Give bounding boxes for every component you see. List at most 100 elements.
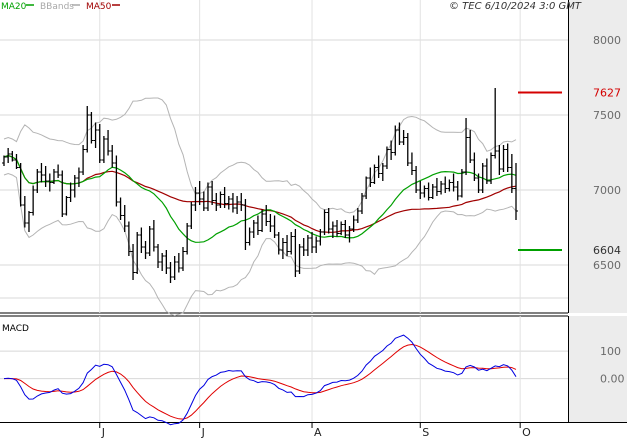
ohlc-bar [72,175,77,198]
ohlc-bar [131,244,136,280]
ohlc-bar [251,220,256,238]
ohlc-bar [214,193,219,211]
ohlc-bar [135,232,140,274]
ohlc-bar [368,167,373,187]
ohlc-bar [230,193,235,213]
ohlc-bar [393,125,398,156]
ohlc-bar [268,214,273,232]
ohlc-bar [43,166,48,187]
ohlc-bar [430,184,435,199]
ohlc-bar [151,220,156,252]
ma50-line [3,154,517,233]
ohlc-bar [355,208,360,223]
ohlc-bar [439,181,444,195]
ohlc-bar [156,244,161,268]
ohlc-bar [93,122,98,148]
ohlc-bar [472,152,477,181]
chart-timestamp: © TEC 6/10/2024 3:0 GMT [449,1,582,12]
ohlc-bar [85,106,90,153]
ohlc-bar [285,235,290,256]
ohlc-bar [89,112,94,144]
ohlc-bar [76,167,81,187]
ohlc-bar [380,163,385,181]
price-level-label: 6604 [593,244,621,257]
ohlc-bar [335,220,340,237]
legend-ma20-label: MA20 [1,2,27,12]
ohlc-bar [56,164,61,178]
ohlc-bar [139,227,144,253]
ohlc-bar [359,193,364,214]
ohlc-bar [289,232,294,255]
macd-line [3,334,517,426]
ohlc-bar [497,145,502,175]
price-tick-label: 6500 [593,259,621,272]
ohlc-bar [310,232,315,253]
legend: MA20 BBands MA50 [1,2,120,12]
bollinger-bands [3,97,517,317]
ohlc-bar [293,229,298,277]
ohlc-bar [10,151,15,162]
price-axis-band [568,0,627,313]
ohlc-bar [260,209,265,232]
ohlc-bar [31,185,36,216]
macd-tick-label: 0.00 [600,373,625,386]
ohlc-bar [47,173,52,192]
ohlc-bar [143,241,148,259]
ohlc-bar [35,169,40,193]
ohlc-bar [301,238,306,256]
month-label: J [201,426,205,439]
ohlc-bar [185,223,190,255]
ohlc-bar [68,182,73,202]
ohlc-bar [6,148,11,163]
ohlc-bar [110,145,115,168]
macd-tick-label: 100 [600,345,621,358]
price-tick-label: 7000 [593,184,621,197]
ohlc-bar [409,152,414,175]
price-levels: 7627 6604 [518,87,621,257]
ohlc-bar [451,173,456,192]
ma20-line [3,154,517,243]
ohlc-bar [2,155,6,166]
ohlc-bar [480,163,485,193]
ohlc-bar [210,181,215,205]
price-level-label: 7627 [593,87,621,100]
ohlc-bar [235,196,240,214]
ohlc-bar [384,146,389,169]
ohlc-bar [397,122,402,145]
ohlc-bar [351,215,356,232]
ohlc-bar [347,226,352,243]
ohlc-bar [60,170,65,217]
ohlc-bar [201,191,206,211]
ohlc-bar [318,229,323,246]
ohlc-bar [51,169,56,184]
ohlc-bar [239,193,244,211]
ohlc-bar [489,152,494,184]
ohlc-bar [372,164,377,184]
ohlc-bar [509,154,514,193]
ohlc-bar [434,178,439,196]
ohlc-bar [339,221,344,235]
ohlc-bar [326,208,331,234]
ohlc-bar [122,205,127,232]
ohlc-bar [264,205,269,226]
macd-label: MACD [2,324,29,334]
ohlc-bar [164,250,169,274]
grid [0,0,568,422]
ohlc-bar [418,181,423,199]
ohlc-bar [501,145,506,172]
ohlc-bar [222,187,227,208]
ohlc-bar [364,176,369,199]
axes: 8000 7500 7000 6500 100 0.00 J J A S O [99,34,625,439]
ohlc-bar [39,163,44,183]
macd-signal-line [4,343,517,420]
macd-panel [3,334,517,426]
ohlc-bar [114,155,119,207]
ohlc-bar [218,191,223,208]
ohlc-bar [22,196,27,228]
ohlc-bar [405,133,410,166]
ohlc-bar [205,182,210,211]
ohlc-bar [322,209,327,235]
ohlc-bar [118,197,123,220]
ohlc-bar [18,163,23,207]
ohlc-bar [97,124,102,163]
